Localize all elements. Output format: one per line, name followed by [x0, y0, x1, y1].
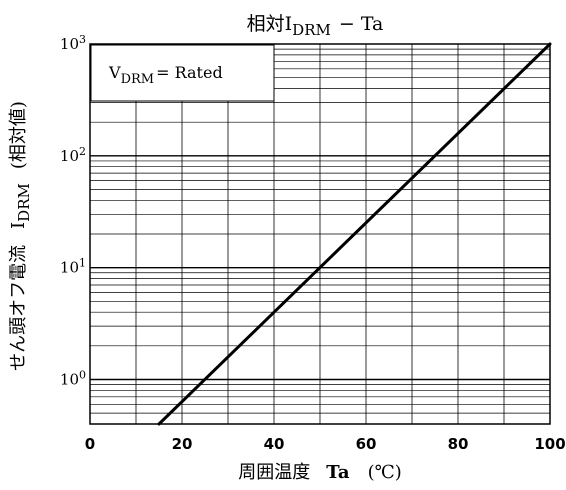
x-axis-label-unit: (℃)	[368, 462, 402, 483]
annotation-sub: DRM	[121, 72, 155, 87]
annotation-box	[90, 44, 275, 102]
y-tick-label-exponent: 0	[79, 368, 86, 381]
chart-title-main: I	[285, 13, 293, 35]
x-tick-label: 80	[448, 435, 469, 453]
chart-title: 相対IDRM − Ta	[247, 13, 384, 39]
y-tick-label-base: 10	[60, 259, 79, 277]
x-axis-label-symbol: Ta	[326, 462, 350, 483]
x-tick-label: 100	[534, 435, 565, 453]
y-tick-label: 100	[60, 368, 86, 388]
y-tick-label-base: 10	[60, 35, 79, 53]
y-tick-label-exponent: 3	[79, 33, 86, 46]
plot-frame	[89, 43, 551, 425]
y-tick-label-base: 10	[60, 147, 79, 165]
y-axis-label-main: せん頭オフ電流	[8, 245, 29, 371]
series-layer	[157, 42, 552, 426]
y-axis-label: せん頭オフ電流 IDRM (相対値)	[8, 101, 33, 371]
annotation-suffix: = Rated	[156, 63, 223, 82]
x-tick-label: 40	[264, 435, 285, 453]
chart-title-prefix: 相対	[247, 13, 285, 35]
x-axis-label-main: 周囲温度	[238, 462, 310, 483]
series-line	[157, 42, 552, 426]
y-tick-label-exponent: 2	[79, 145, 86, 158]
x-tick-label: 0	[85, 435, 95, 453]
x-tick-label: 20	[172, 435, 193, 453]
annotation-main: V	[108, 63, 121, 82]
y-axis-label-unit: (相対値)	[8, 101, 29, 169]
y-axis-label-sub: DRM	[15, 183, 33, 222]
y-tick-label: 103	[60, 33, 86, 53]
chart-title-sub: DRM	[292, 21, 331, 39]
y-tick-label: 102	[60, 145, 86, 165]
y-tick-label-exponent: 1	[79, 257, 86, 270]
annotation-text: VDRM = Rated	[108, 63, 223, 87]
chart-title-suffix: − Ta	[339, 13, 384, 35]
y-tick-label: 101	[60, 257, 86, 277]
y-axis-label-symbol: I	[8, 222, 29, 229]
x-tick-labels: 0 20 40 60 80 100	[85, 435, 566, 453]
y-tick-label-base: 10	[60, 370, 79, 388]
x-axis-label: 周囲温度 Ta (℃)	[238, 462, 402, 483]
x-tick-label: 60	[356, 435, 377, 453]
